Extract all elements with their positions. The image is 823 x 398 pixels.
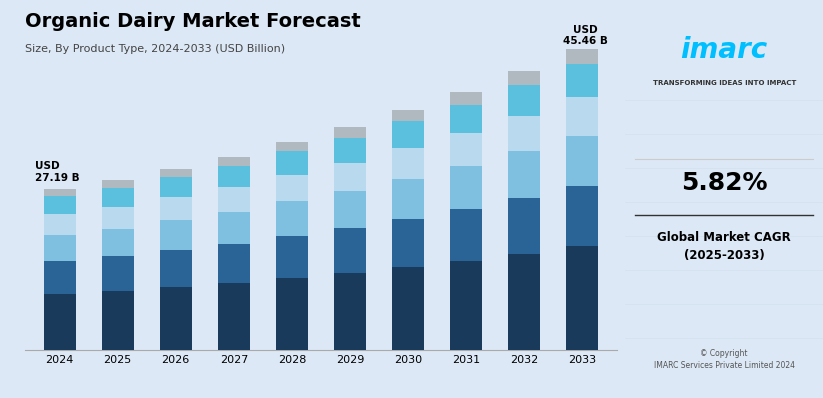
Bar	[44, 234, 76, 261]
Bar	[160, 220, 192, 250]
Text: © Copyright
IMARC Services Private Limited 2024: © Copyright IMARC Services Private Limit…	[653, 349, 795, 370]
Bar	[566, 186, 598, 246]
Bar	[392, 179, 424, 219]
Bar	[392, 148, 424, 179]
Bar	[509, 152, 540, 198]
Bar	[276, 201, 308, 236]
Text: Size, By Product Type, 2024-2033 (USD Billion): Size, By Product Type, 2024-2033 (USD Bi…	[25, 44, 285, 54]
Bar	[509, 71, 540, 85]
Bar	[392, 110, 424, 121]
Bar	[450, 133, 482, 166]
Bar	[218, 166, 250, 187]
Bar	[218, 157, 250, 166]
Bar	[276, 142, 308, 152]
Bar	[160, 169, 192, 177]
Bar	[450, 105, 482, 133]
Bar	[102, 180, 133, 187]
Text: imarc: imarc	[681, 36, 768, 64]
Bar	[566, 98, 598, 136]
Text: USD
45.46 B: USD 45.46 B	[563, 25, 607, 47]
Bar	[392, 267, 424, 350]
Bar	[44, 261, 76, 294]
Bar	[160, 287, 192, 350]
Bar	[392, 219, 424, 267]
Bar	[334, 138, 366, 163]
Text: USD
27.19 B: USD 27.19 B	[35, 161, 80, 183]
Bar	[276, 236, 308, 278]
Text: TRANSFORMING IDEAS INTO IMPACT: TRANSFORMING IDEAS INTO IMPACT	[653, 80, 796, 86]
Bar	[450, 166, 482, 209]
Bar	[102, 256, 133, 291]
Bar	[509, 254, 540, 350]
Bar	[102, 187, 133, 207]
Bar	[509, 85, 540, 116]
Bar	[44, 189, 76, 196]
Bar	[276, 278, 308, 350]
Bar	[566, 136, 598, 186]
Bar	[160, 250, 192, 287]
Bar	[566, 49, 598, 64]
Bar	[218, 212, 250, 244]
Bar	[450, 92, 482, 105]
Bar	[44, 294, 76, 350]
Bar	[566, 246, 598, 350]
Text: 5.82%: 5.82%	[681, 171, 768, 195]
Bar	[44, 196, 76, 214]
Bar	[334, 127, 366, 138]
Bar	[392, 121, 424, 148]
Bar	[276, 152, 308, 175]
Text: Global Market CAGR
(2025-2033): Global Market CAGR (2025-2033)	[658, 231, 791, 262]
Bar	[102, 291, 133, 350]
Bar	[218, 187, 250, 212]
Bar	[102, 207, 133, 228]
Bar	[276, 175, 308, 201]
Bar	[44, 214, 76, 234]
Bar	[509, 198, 540, 254]
Bar	[450, 209, 482, 261]
Bar	[218, 283, 250, 350]
Bar	[218, 244, 250, 283]
Bar	[334, 273, 366, 350]
Bar	[566, 64, 598, 98]
Bar	[334, 163, 366, 191]
Text: Organic Dairy Market Forecast: Organic Dairy Market Forecast	[25, 12, 360, 31]
Bar	[334, 228, 366, 273]
Bar	[160, 197, 192, 220]
Bar	[450, 261, 482, 350]
Bar	[160, 177, 192, 197]
Bar	[334, 191, 366, 228]
Bar	[102, 228, 133, 256]
Bar	[509, 116, 540, 152]
